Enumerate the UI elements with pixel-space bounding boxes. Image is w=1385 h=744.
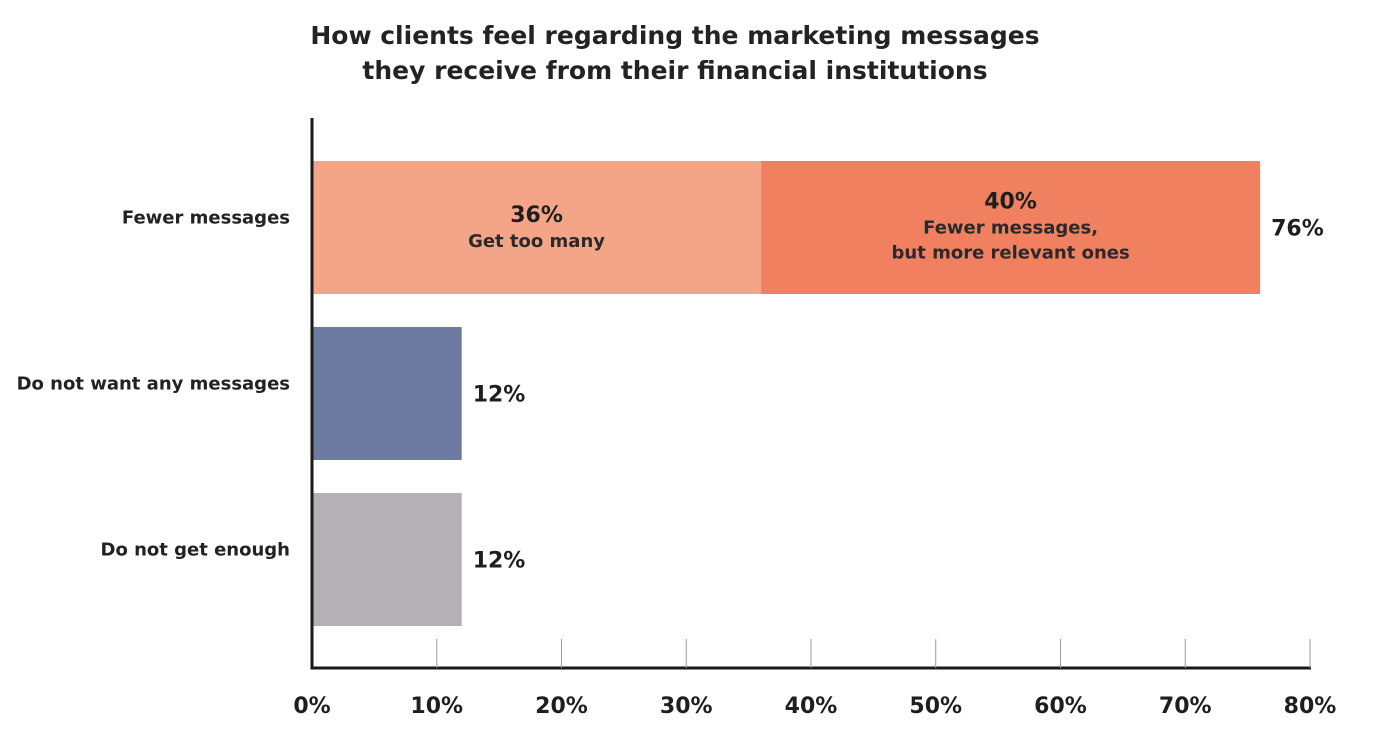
x-tick-label: 60% xyxy=(1034,694,1087,719)
x-tick-label: 30% xyxy=(660,694,713,719)
x-tick-label: 50% xyxy=(909,694,962,719)
x-tick-label: 10% xyxy=(410,694,463,719)
bars-layer xyxy=(312,161,1261,626)
segment-text-label: Get too many xyxy=(468,231,605,252)
bar-fewer-messages-segment-1 xyxy=(761,161,1261,294)
chart-title: How clients feel regarding the marketing… xyxy=(0,18,1350,88)
bar-total-label: 12% xyxy=(473,549,526,574)
segment-value-label: 40% xyxy=(984,190,1037,215)
chart-title-line-2: they receive from their financial instit… xyxy=(362,56,988,85)
chart-title-line-1: How clients feel regarding the marketing… xyxy=(310,21,1040,50)
x-tick-label: 80% xyxy=(1284,694,1337,719)
x-tick-label: 40% xyxy=(785,694,838,719)
segment-value-label: 36% xyxy=(510,203,563,228)
category-label: Do not get enough xyxy=(101,540,291,561)
bar-total-label: 12% xyxy=(473,383,526,408)
category-label: Do not want any messages xyxy=(17,374,290,395)
bar-fewer-messages-segment-0 xyxy=(312,161,762,294)
bar-do-not-want-any-messages-segment-0 xyxy=(312,327,462,460)
x-tick-label: 20% xyxy=(535,694,588,719)
x-tick-label: 0% xyxy=(293,694,330,719)
labels-layer: 36% Get too many 40% Fewer messages, but mor… xyxy=(17,190,1324,574)
bar-total-label: 76% xyxy=(1271,217,1324,242)
category-label: Fewer messages xyxy=(122,208,290,229)
segment-text-label: but more relevant ones xyxy=(892,243,1130,264)
x-tick-label: 70% xyxy=(1159,694,1212,719)
segment-text-label: Fewer messages, xyxy=(923,218,1098,239)
bar-do-not-get-enough-segment-0 xyxy=(312,493,462,626)
axis-layer: 0% 10% 20% 30% 40% 50% 60% 70% 80% xyxy=(293,118,1336,719)
